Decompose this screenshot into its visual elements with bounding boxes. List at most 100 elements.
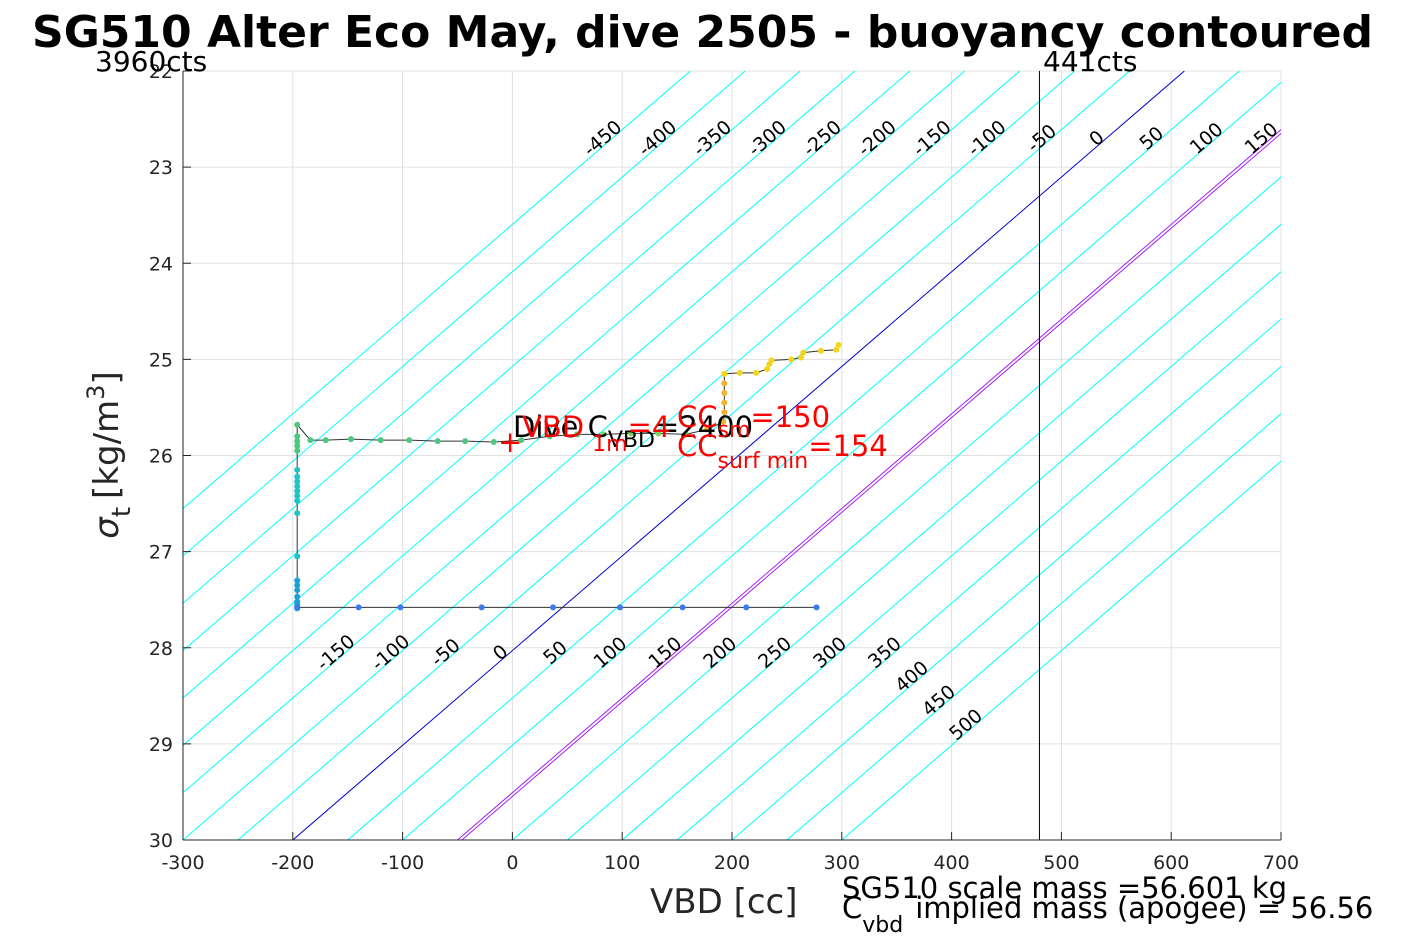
- track-point: [294, 483, 301, 490]
- track-point: [833, 346, 840, 353]
- cc-sm-subscript: sm: [718, 418, 751, 443]
- track-point: [817, 347, 824, 354]
- x-tick-label: 0: [506, 852, 518, 874]
- x-tick-label: 400: [933, 852, 969, 874]
- scale-mass-annotation: SG510 scale mass =56.601 kg: [842, 871, 1287, 905]
- track-point: [835, 341, 842, 348]
- track-point: [574, 431, 581, 438]
- track-point: [294, 582, 301, 589]
- track-point: [721, 409, 728, 416]
- track-point: [294, 593, 301, 600]
- y-tick-label: 30: [149, 830, 173, 852]
- y-tick-label: 28: [149, 638, 173, 660]
- contour-line: [347, 71, 1240, 840]
- x-tick-labels: -300 -200 -100 0 100 200 300 400 500 600 700: [161, 852, 1299, 874]
- contour-lines: [183, 71, 1281, 840]
- track-point: [294, 577, 301, 584]
- contour-line: [183, 71, 746, 557]
- track-point: [720, 418, 727, 425]
- contour-line: [786, 413, 1281, 840]
- track-point: [703, 426, 710, 433]
- contour-line: [731, 365, 1281, 840]
- track-point: [478, 604, 485, 611]
- contour-line: [566, 223, 1281, 840]
- y-tick-label: 27: [149, 542, 173, 564]
- track-point: [721, 370, 728, 377]
- x-tick-label: -100: [381, 852, 424, 874]
- cc-sm-text: CC: [677, 400, 718, 434]
- track-point: [546, 433, 553, 440]
- track-point: [617, 604, 624, 611]
- implied-c-subscript: vbd: [862, 913, 903, 938]
- track-point: [294, 497, 301, 504]
- y-tick-label: 26: [149, 446, 173, 468]
- vbd-1m-text: VBD: [522, 410, 584, 444]
- implied-c-text: C: [842, 891, 862, 925]
- track-point: [294, 604, 301, 611]
- y-axis-label-symbol: σ: [87, 516, 127, 539]
- track-point: [721, 390, 728, 397]
- x-tick-label: -300: [161, 852, 204, 874]
- contour-line: [183, 71, 801, 604]
- track-point: [347, 436, 354, 443]
- vbd-1m-subscript: 1m: [592, 432, 627, 457]
- track-point: [294, 473, 301, 480]
- cc-surf-min-annotation: CCsurf min=154: [677, 429, 888, 474]
- cc-surf-min-subscript: surf min: [718, 449, 809, 474]
- track-point: [813, 604, 820, 611]
- implied-mass-text: implied mass (apogee) = 56.56: [915, 891, 1373, 925]
- dive-cvbd-text: Dive C: [513, 410, 608, 444]
- track-point: [627, 430, 634, 437]
- cc-surf-min-text: CC: [677, 429, 718, 463]
- track-point: [294, 447, 301, 454]
- y-axis-label-superscript: 3: [82, 385, 110, 400]
- contour-line: [183, 71, 1075, 840]
- contour-line: [512, 176, 1281, 840]
- cc-sm-value: =150: [750, 400, 830, 434]
- y-tick-label: 29: [149, 734, 173, 756]
- track-point: [294, 442, 301, 449]
- y-tick-labels: 22 23 24 25 26 27 28 29 30: [149, 61, 173, 852]
- contour-line: [183, 71, 966, 746]
- contour-line: [841, 460, 1281, 840]
- x-tick-label: 200: [714, 852, 750, 874]
- contour-line: [457, 129, 1281, 840]
- track-point: [294, 466, 301, 473]
- dive-track: [294, 341, 842, 612]
- track-point: [490, 439, 497, 446]
- x-tick-label: 700: [1263, 852, 1299, 874]
- track-point: [736, 369, 743, 376]
- track-point: [800, 349, 807, 356]
- track-point: [679, 604, 686, 611]
- contour-line: [237, 71, 1130, 840]
- y-axis-label-unit-close: ]: [87, 371, 127, 384]
- track-point: [377, 437, 384, 444]
- y-tick-label: 25: [149, 349, 173, 371]
- track-point: [788, 356, 795, 363]
- track-point: [462, 438, 469, 445]
- track-point: [768, 357, 775, 364]
- track-point: [798, 354, 805, 361]
- x-tick-label: -200: [271, 852, 314, 874]
- track-point: [294, 598, 301, 605]
- dive-cvbd-value: =2400: [655, 410, 753, 444]
- x-tick-label: 300: [824, 852, 860, 874]
- contour-line: [461, 132, 1281, 840]
- y-tick-label: 24: [149, 253, 173, 275]
- track-point: [518, 437, 525, 444]
- track-point: [721, 399, 728, 406]
- chart-title: SG510 Alter Eco May, dive 2505 - buoyanc…: [32, 7, 1373, 58]
- contour-line: [292, 71, 1185, 840]
- track-point: [764, 365, 771, 372]
- track-point: [397, 604, 404, 611]
- track-point: [307, 437, 314, 444]
- track-point: [682, 431, 689, 438]
- track-point: [600, 431, 607, 438]
- x-tick-label: 600: [1153, 852, 1189, 874]
- track-point: [294, 438, 301, 445]
- y-tick-label: 23: [149, 157, 173, 179]
- implied-mass-annotation: Cvbd implied mass (apogee) = 56.56: [842, 891, 1373, 938]
- contour-line: [183, 71, 911, 699]
- track-point: [294, 587, 301, 594]
